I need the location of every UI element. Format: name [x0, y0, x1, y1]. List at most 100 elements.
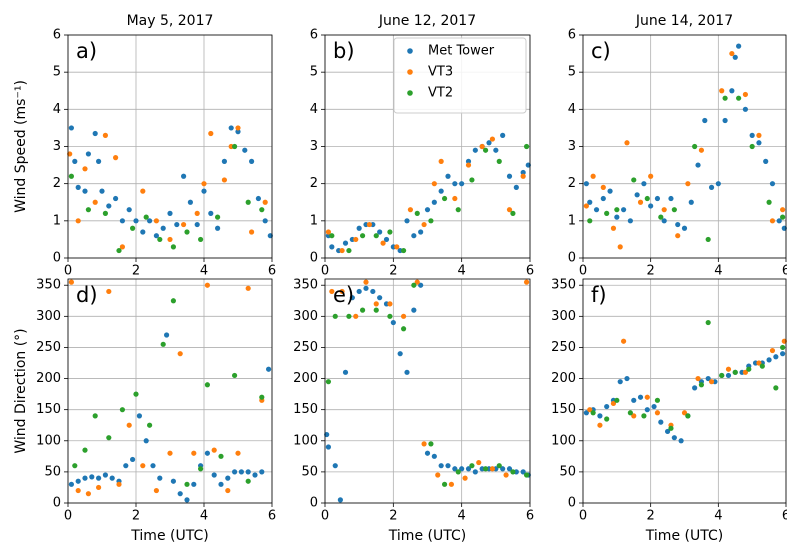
data-point	[194, 221, 200, 228]
x-tick-label: 0	[579, 264, 587, 279]
data-point	[249, 158, 255, 164]
y-tick-label: 5	[310, 65, 318, 80]
data-point	[82, 188, 88, 194]
data-point	[604, 403, 610, 410]
data-point	[489, 466, 496, 472]
data-point	[394, 244, 400, 250]
data-point	[211, 447, 217, 453]
data-point	[766, 357, 772, 363]
data-point	[503, 472, 509, 478]
data-point	[356, 288, 362, 295]
data-point	[400, 326, 407, 332]
data-point	[520, 469, 526, 475]
data-point	[359, 233, 366, 239]
data-point	[617, 379, 623, 385]
x-tick-label: 0	[321, 264, 329, 279]
data-point	[637, 394, 644, 400]
data-point	[462, 475, 468, 481]
x-tick-label: 6	[782, 509, 787, 524]
data-point	[698, 382, 705, 388]
data-point	[116, 247, 122, 254]
data-point	[742, 91, 749, 98]
data-point	[400, 247, 407, 254]
data-point	[506, 173, 513, 179]
data-point	[342, 369, 349, 375]
data-point	[225, 475, 231, 481]
y-tick-label: 2	[568, 176, 576, 191]
panel: 0 2 4 6 0 50 100 150 200 250 300 350 d) Time (UTC) Win…	[13, 278, 276, 544]
data-point	[590, 173, 596, 179]
data-point	[332, 463, 338, 469]
data-point	[610, 400, 617, 407]
panel: 0 2 4 6 0 50 100 150 200 250 300 350 f) Time (UTC)	[551, 278, 787, 544]
data-point	[170, 478, 176, 484]
data-point	[681, 225, 688, 231]
panel-label: f)	[591, 283, 607, 307]
data-point	[455, 207, 461, 213]
data-point	[133, 391, 139, 397]
data-point	[452, 181, 458, 187]
data-point	[339, 288, 345, 295]
data-point	[221, 177, 227, 183]
data-point	[329, 288, 335, 295]
y-tick-label: 6	[568, 28, 576, 43]
data-point	[191, 481, 197, 487]
y-tick-label: 150	[36, 402, 61, 417]
y-tick-label: 200	[551, 371, 576, 386]
data-point	[198, 236, 204, 243]
data-point	[353, 236, 359, 243]
data-point	[242, 147, 248, 153]
x-tick-label: 6	[526, 264, 534, 279]
data-point	[96, 484, 102, 491]
data-point	[627, 410, 633, 416]
panel-label: e)	[333, 283, 354, 307]
data-point	[671, 435, 677, 441]
data-point	[631, 397, 637, 403]
data-point	[232, 143, 238, 150]
data-point	[510, 210, 516, 216]
y-tick-label: 350	[293, 278, 318, 293]
data-point	[428, 218, 434, 224]
data-point	[500, 466, 506, 472]
data-point	[506, 207, 513, 213]
data-point	[769, 181, 776, 187]
data-point	[113, 195, 119, 202]
axes-frame	[324, 278, 531, 504]
data-point	[85, 207, 91, 213]
data-point	[82, 166, 88, 172]
data-point	[705, 319, 711, 326]
data-point	[482, 147, 489, 153]
data-point	[465, 158, 472, 164]
data-point	[424, 207, 431, 213]
data-point	[225, 487, 231, 494]
data-point	[266, 366, 272, 372]
y-tick-label: 5	[53, 65, 61, 80]
data-point	[644, 407, 650, 413]
data-point	[631, 413, 637, 419]
y-tick-label: 1	[53, 213, 61, 228]
data-point	[441, 481, 448, 487]
data-point	[776, 218, 782, 224]
data-point	[634, 192, 640, 198]
data-point	[325, 444, 332, 450]
panel-label: d)	[76, 283, 98, 307]
legend-marker	[407, 69, 413, 75]
y-tick-label: 250	[36, 340, 61, 355]
data-point	[136, 413, 142, 419]
data-point	[106, 203, 112, 209]
data-point	[780, 207, 786, 213]
data-point	[695, 375, 701, 382]
data-point	[157, 475, 163, 481]
y-tick-label: 50	[559, 464, 576, 479]
y-tick-label: 4	[568, 102, 576, 117]
data-point	[452, 195, 458, 202]
y-tick-label: 50	[44, 464, 61, 479]
data-point	[614, 214, 620, 220]
data-point	[465, 466, 472, 472]
x-tick-label: 4	[200, 509, 208, 524]
data-point	[194, 210, 200, 216]
data-point	[695, 162, 701, 168]
data-point	[204, 450, 210, 456]
y-tick-label: 300	[551, 309, 576, 324]
x-tick-label: 2	[132, 264, 140, 279]
